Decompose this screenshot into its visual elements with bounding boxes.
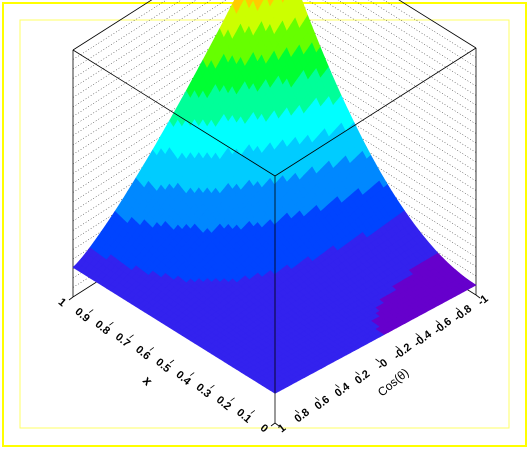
y-tick-mark (355, 371, 360, 376)
y-tick-mark (395, 345, 400, 350)
x-tick-mark (149, 347, 155, 351)
y-tick-mark (314, 397, 320, 401)
surface-plot (72, 0, 477, 394)
x-tick-mark (250, 410, 256, 414)
y-tick-mark (274, 422, 280, 427)
grid-line (72, 0, 167, 60)
grid-line (72, 0, 227, 98)
y-tick-mark (475, 294, 481, 299)
y-tick-mark (455, 307, 461, 312)
y-tick-mark (335, 384, 340, 388)
x-tick-mark (88, 309, 94, 313)
box-edge (72, 0, 153, 51)
grid-line (72, 0, 182, 70)
y-tick-mark (435, 320, 441, 324)
grid-line (337, 0, 477, 87)
grid-line (322, 0, 477, 96)
x-tick-mark (210, 384, 215, 389)
grid-line (291, 0, 477, 115)
grid-line (72, 0, 212, 89)
axis-box-front (72, 47, 477, 423)
x-tick-mark (230, 397, 235, 402)
y-tick-mark (294, 409, 300, 414)
box-edge (72, 49, 276, 177)
grid-line (352, 0, 477, 77)
y-tick-mark (415, 333, 420, 337)
grid-line (72, 0, 197, 79)
y-tick-mark (375, 358, 380, 363)
x-tick-mark (169, 359, 175, 364)
x-tick-mark (189, 372, 195, 376)
x-tick-mark (109, 321, 114, 326)
grid-line (368, 0, 477, 68)
x-tick-mark (270, 422, 276, 427)
box-edge (398, 0, 477, 49)
surface-cell (259, 0, 265, 5)
box-edge (274, 47, 477, 177)
grid-line (383, 0, 477, 58)
grid-line (307, 0, 477, 106)
x-tick-mark (129, 334, 134, 339)
x-tick-mark (68, 296, 74, 301)
